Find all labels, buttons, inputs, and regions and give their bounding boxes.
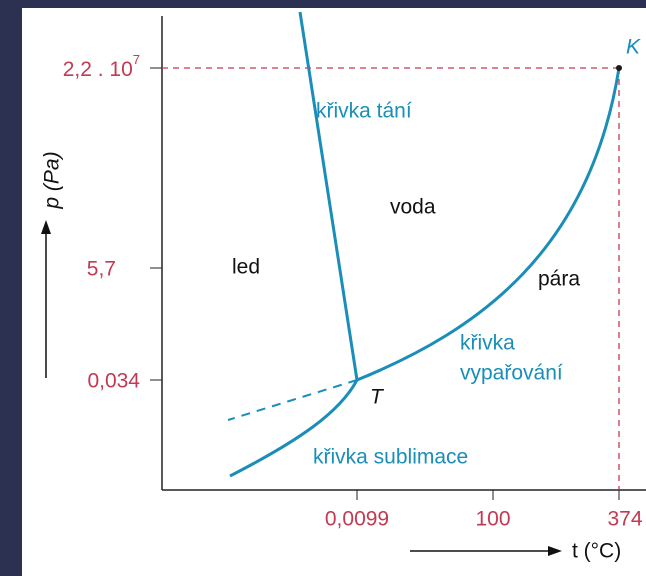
x-tick-label: 100 <box>475 508 510 531</box>
tick-base: 2,2 . 10 <box>63 58 133 81</box>
tick-exponent: 7 <box>133 52 140 67</box>
x-axis-label: t (°C) <box>572 540 621 563</box>
y-tick-label: 5,7 <box>87 258 116 281</box>
y-tick-label: 2,2 . 107 <box>63 52 140 80</box>
curve-label: křivka tání <box>316 100 412 123</box>
y-axis-label: p (Pa) <box>41 151 64 209</box>
point-label: T <box>370 386 385 409</box>
curve-label: vypařování <box>460 362 563 385</box>
curve-label: křivka <box>460 332 515 355</box>
region-label: pára <box>538 268 580 291</box>
x-tick-label: 0,0099 <box>325 508 389 531</box>
x-tick-label: 374 <box>607 508 642 531</box>
point-label: K <box>626 36 641 59</box>
melting-curve <box>298 11 359 381</box>
curve-label: křivka sublimace <box>313 446 468 469</box>
region-label: voda <box>390 196 436 219</box>
sublimation-curve <box>229 379 359 478</box>
panel <box>22 8 646 576</box>
vaporization-curve <box>356 67 621 382</box>
y-arrowhead <box>41 220 51 234</box>
critical-point <box>616 65 622 71</box>
region-label: led <box>232 256 260 279</box>
x-arrowhead <box>548 546 562 556</box>
metastable-extension <box>227 379 358 421</box>
y-tick-label: 0,034 <box>87 370 140 393</box>
